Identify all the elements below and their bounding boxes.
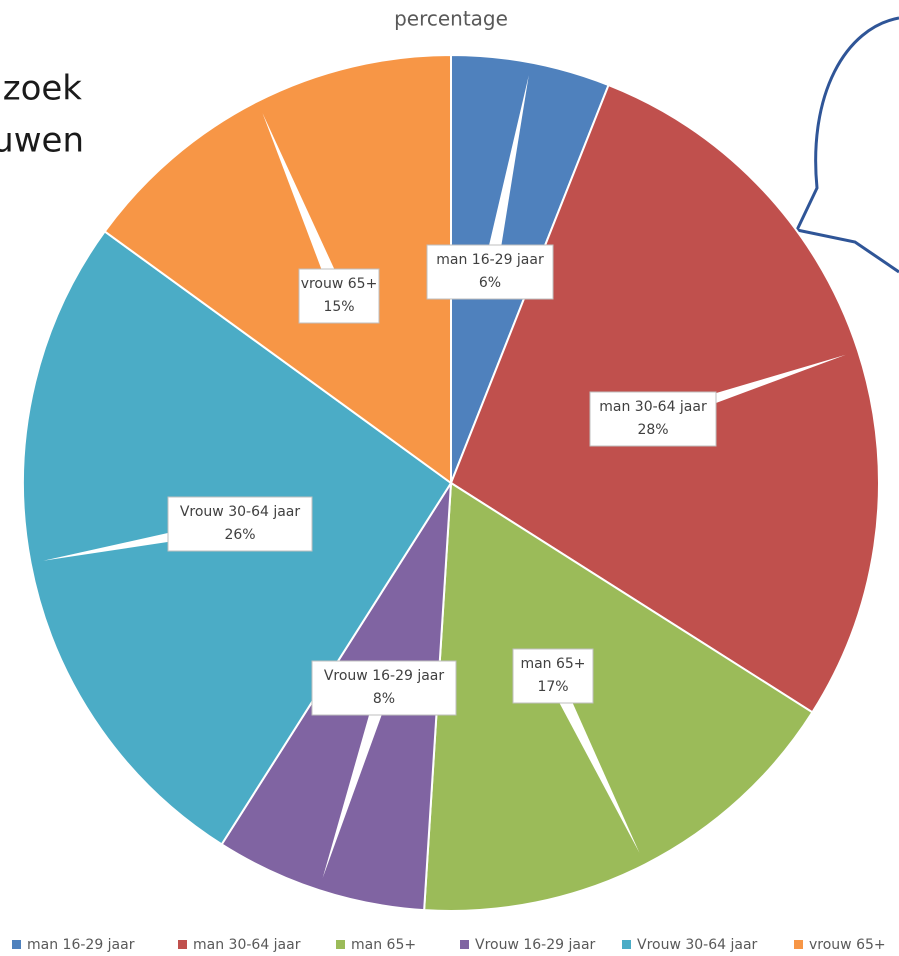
- label-pointer: [262, 113, 346, 299]
- chart-title: percentage: [394, 7, 508, 31]
- data-label-value: 17%: [537, 679, 568, 695]
- label-box: [512, 648, 594, 704]
- legend-swatch: [622, 940, 631, 949]
- label-box: [311, 660, 457, 716]
- legend-label: vrouw 65+: [809, 937, 886, 953]
- data-label-value: 6%: [479, 275, 501, 291]
- data-label-value: 15%: [323, 299, 354, 315]
- label-box: [589, 391, 717, 447]
- data-label-name: man 65+: [520, 656, 585, 672]
- data-label-value: 8%: [373, 691, 395, 707]
- label-pointer: [546, 672, 640, 853]
- legend-swatch: [460, 940, 469, 949]
- legend-label: man 16-29 jaar: [27, 937, 135, 953]
- legend-label: Vrouw 16-29 jaar: [475, 937, 596, 953]
- label-box: [298, 268, 380, 324]
- data-label-name: vrouw 65+: [301, 276, 378, 292]
- annotation: zoek: [3, 69, 83, 109]
- data-label-name: Vrouw 16-29 jaar: [324, 668, 445, 684]
- speech-bubble: [794, 16, 899, 274]
- legend-swatch: [178, 940, 187, 949]
- legend-swatch: [336, 940, 345, 949]
- data-label-value: 26%: [224, 527, 255, 543]
- legend-swatch: [794, 940, 803, 949]
- data-label-name: man 30-64 jaar: [599, 399, 707, 415]
- annotation: uwen: [0, 121, 84, 161]
- data-label-name: man 16-29 jaar: [436, 252, 544, 268]
- label-box: [426, 244, 554, 300]
- legend-swatch: [12, 940, 21, 949]
- pie-slice: [103, 53, 452, 485]
- data-label-name: Vrouw 30-64 jaar: [180, 504, 301, 520]
- legend-label: man 65+: [351, 937, 416, 953]
- label-box: [167, 496, 313, 552]
- legend-label: man 30-64 jaar: [193, 937, 301, 953]
- pie-slice: [423, 481, 814, 912]
- label-pointer: [483, 75, 529, 274]
- data-label-value: 28%: [637, 422, 668, 438]
- label-pointer: [322, 685, 391, 878]
- legend-label: Vrouw 30-64 jaar: [637, 937, 758, 953]
